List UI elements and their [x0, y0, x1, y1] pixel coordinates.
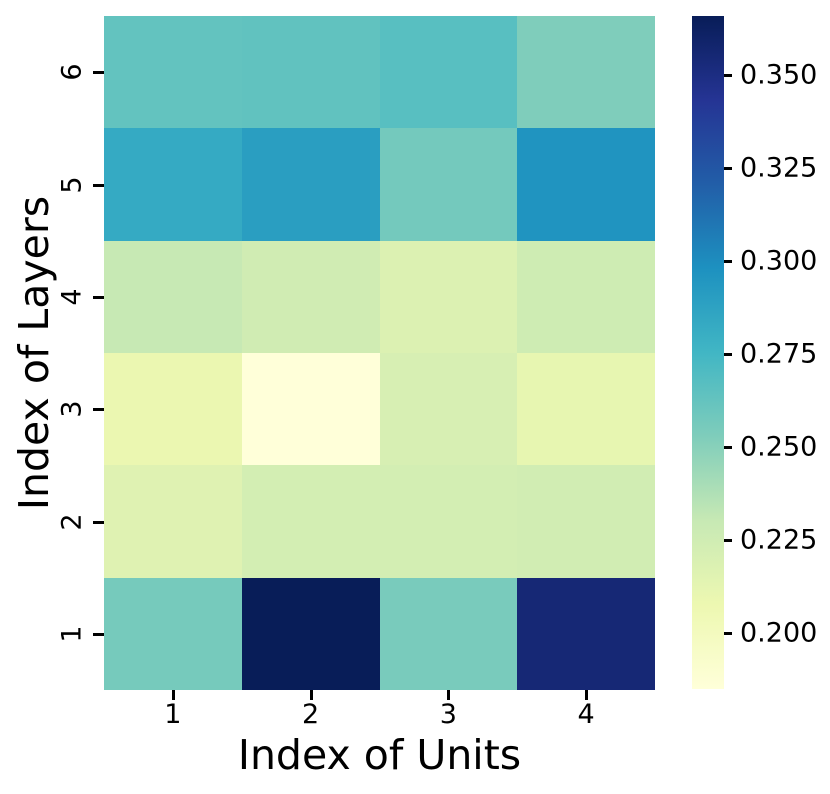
colorbar-tick-label: 0.250 — [740, 431, 818, 463]
heatmap-cell — [517, 128, 655, 241]
x-tickmark — [310, 690, 313, 700]
heatmap-cell — [379, 16, 518, 129]
heatmap-cell — [517, 577, 655, 690]
y-tick-label: 3 — [56, 400, 88, 418]
colorbar — [692, 16, 724, 689]
heatmap-cell — [379, 128, 518, 241]
heatmap-cell — [241, 16, 380, 129]
heatmap-cell — [379, 353, 518, 466]
colorbar-tickmark — [724, 260, 732, 263]
heatmap-cell — [241, 465, 380, 578]
heatmap-cell — [379, 577, 518, 690]
x-tick-label: 1 — [164, 699, 182, 730]
heatmap-cell — [379, 465, 518, 578]
colorbar-tickmark — [724, 446, 732, 449]
x-tick-label: 4 — [577, 699, 595, 730]
y-tickmark — [93, 71, 104, 74]
heatmap-cell — [104, 240, 242, 353]
heatmap-cell — [517, 353, 655, 466]
y-tick-label: 2 — [56, 512, 88, 531]
heatmap-cell — [104, 128, 242, 241]
colorbar-tick-label: 0.300 — [740, 245, 818, 277]
heatmap-cell — [104, 465, 242, 578]
x-tick-label: 2 — [302, 699, 320, 730]
colorbar-tick-label: 0.225 — [740, 524, 818, 556]
colorbar-tickmark — [724, 167, 732, 170]
heatmap-cell — [517, 240, 655, 353]
colorbar-tick-label: 0.275 — [740, 338, 818, 370]
heatmap-cell — [241, 577, 380, 690]
y-tickmark — [93, 408, 104, 411]
heatmap-cell — [517, 16, 655, 129]
x-tickmark — [172, 690, 175, 700]
colorbar-tick-label: 0.350 — [740, 59, 818, 91]
y-tickmark — [93, 521, 104, 524]
colorbar-tickmark — [724, 632, 732, 635]
heatmap-cell — [517, 465, 655, 578]
colorbar-tickmark — [724, 74, 732, 77]
y-tick-label: 6 — [56, 63, 88, 81]
x-tickmark — [585, 690, 588, 700]
y-tickmark — [93, 633, 104, 636]
y-tick-label: 4 — [56, 288, 88, 306]
x-axis-label: Index of Units — [237, 731, 522, 779]
x-tickmark — [447, 690, 450, 700]
y-tickmark — [93, 296, 104, 299]
colorbar-tick-label: 0.200 — [740, 617, 818, 649]
heatmap-cell — [241, 353, 380, 466]
heatmap-cell — [241, 128, 380, 241]
heatmap-cell — [379, 240, 518, 353]
x-tick-label: 3 — [439, 699, 457, 730]
colorbar-tickmark — [724, 353, 732, 356]
heatmap-cell — [104, 353, 242, 466]
heatmap-cell — [104, 577, 242, 690]
y-axis-label: Index of Layers — [10, 195, 58, 511]
heatmap-plot — [104, 16, 655, 690]
y-tick-label: 1 — [56, 625, 88, 643]
colorbar-tickmark — [724, 539, 732, 542]
heatmap-cell — [241, 240, 380, 353]
y-tick-label: 5 — [56, 175, 88, 194]
heatmap-cell — [104, 16, 242, 129]
y-tickmark — [93, 184, 104, 187]
colorbar-tick-label: 0.325 — [740, 152, 818, 184]
